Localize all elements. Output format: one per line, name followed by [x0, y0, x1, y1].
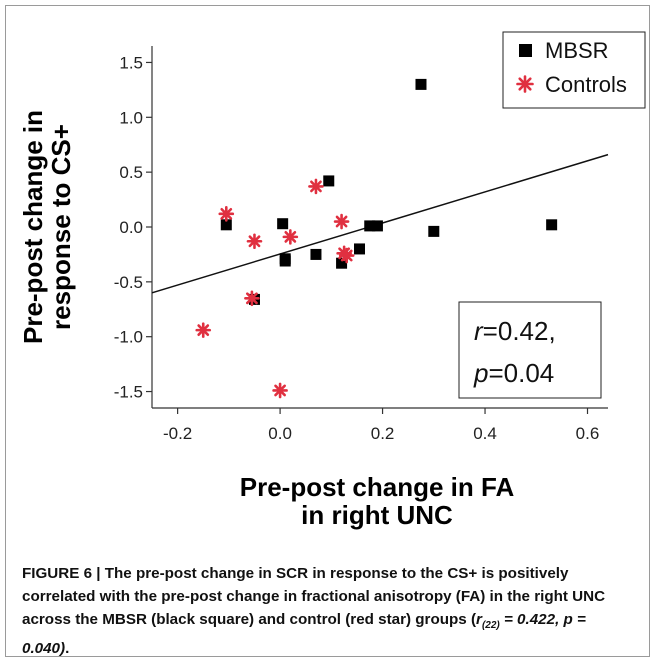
legend-marker-controls — [516, 75, 534, 93]
data-point-mbsr — [220, 219, 232, 231]
data-point-control — [272, 382, 288, 399]
caption-text: The pre-post change in SCR in response t… — [22, 565, 606, 628]
x-tick-label: 0.4 — [473, 424, 497, 443]
x-tick-label: 0.6 — [576, 424, 600, 443]
y-tick-label: 0.0 — [119, 218, 143, 237]
data-point-mbsr — [371, 220, 383, 232]
caption-end: . — [65, 640, 70, 658]
x-axis-title: Pre-post change in FA — [240, 472, 515, 502]
legend-label-controls: Controls — [545, 72, 627, 97]
x-tick-label: -0.2 — [163, 424, 192, 443]
data-point-control — [195, 322, 212, 338]
data-point-control — [282, 229, 299, 245]
caption-stats: r(22) = 0.422, p = 0.040) — [22, 611, 586, 657]
y-tick-label: -1.0 — [114, 328, 143, 347]
data-point-mbsr — [336, 257, 348, 269]
caption-stat-sub: (22) — [481, 620, 500, 632]
data-point-control — [338, 247, 355, 264]
data-point-mbsr — [428, 225, 440, 237]
caption-stat-rest: = 0.422, p = 0.040) — [22, 611, 586, 658]
caption-stat-r: r — [476, 611, 482, 628]
stats-box — [458, 301, 602, 399]
scatter-chart: 1.5 1.0 0.5 0.0 -0.5 -1.0 -1.5 -0.2 0.0 0.2 0.4 0.6… — [18, 31, 646, 530]
data-point-mbsr — [546, 219, 558, 231]
figure-frame — [5, 5, 650, 657]
y-tick-label: -0.5 — [114, 273, 143, 292]
y-axis-title: Pre-post change in — [18, 110, 48, 344]
data-point-control — [308, 178, 324, 195]
legend-marker-mbsr — [519, 44, 532, 57]
data-point-control — [246, 233, 263, 250]
data-point-mbsr — [323, 175, 335, 187]
data-point-mbsr — [364, 220, 376, 232]
y-axis-title: response to CS+ — [46, 124, 76, 330]
data-point-mbsr — [279, 255, 291, 267]
data-point-control — [218, 206, 235, 222]
stat-p-text: p=0.04 — [473, 358, 554, 388]
data-point-mbsr — [277, 218, 289, 230]
data-point-control — [333, 213, 350, 230]
y-tick-label: 1.5 — [119, 53, 143, 72]
data-point-mbsr — [354, 243, 366, 255]
stat-r-text: r=0.42, — [474, 316, 556, 346]
y-tick-label: -1.5 — [114, 383, 143, 402]
x-axis-title: in right UNC — [301, 500, 453, 530]
y-tick-label: 0.5 — [119, 163, 143, 182]
x-tick-label: 0.0 — [268, 424, 292, 443]
data-point-mbsr — [415, 78, 427, 90]
legend-label-mbsr: MBSR — [545, 38, 609, 63]
caption-label: FIGURE 6 | — [22, 565, 101, 582]
x-tick-label: 0.2 — [371, 424, 395, 443]
data-point-mbsr — [310, 248, 322, 260]
figure-caption: FIGURE 6 | The pre-post change in SCR in… — [22, 562, 637, 660]
y-tick-label: 1.0 — [119, 108, 143, 127]
data-point-control — [244, 290, 260, 307]
